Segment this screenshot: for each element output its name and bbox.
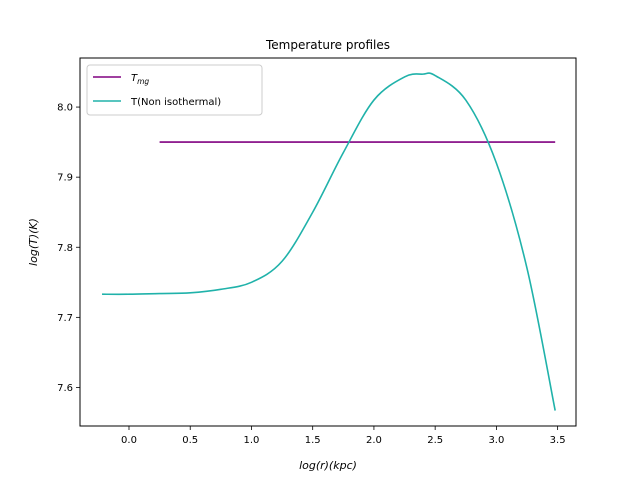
plot-frame (79, 57, 577, 427)
x-axis-label: log(r)(kpc) (299, 459, 357, 472)
legend-entry-non-isothermal: T(Non isothermal) (130, 97, 221, 108)
y-axis-ticks: 7.6 7.7 7.8 7.9 8.0 (57, 103, 80, 394)
legend: Tmg T(Non isothermal) (86, 64, 263, 116)
x-tick-label: 3.0 (488, 435, 504, 446)
series-line-non-isothermal (102, 72, 556, 411)
y-tick-label: 7.7 (57, 313, 73, 324)
x-tick-label: 1.0 (244, 435, 260, 446)
plot-area (79, 57, 577, 427)
x-axis-ticks: 0.0 0.5 1.0 1.5 2.0 2.5 3.0 3.5 (121, 426, 566, 446)
y-tick-label: 7.6 (57, 383, 73, 394)
y-axis-label: log(T)(K) (27, 218, 40, 266)
legend-entry-t-mg: Tmg (131, 73, 149, 86)
y-tick-label: 7.9 (57, 173, 73, 184)
x-tick-label: 2.5 (427, 435, 443, 446)
x-tick-label: 2.0 (366, 435, 382, 446)
x-tick-label: 3.5 (550, 435, 566, 446)
series-layer (102, 72, 556, 411)
legend-box (86, 64, 263, 116)
x-tick-label: 1.5 (305, 435, 321, 446)
x-tick-label: 0.5 (182, 435, 198, 446)
x-tick-label: 0.0 (121, 435, 137, 446)
y-tick-label: 7.8 (57, 243, 73, 254)
y-tick-label: 8.0 (57, 103, 73, 114)
chart-title: Temperature profiles (265, 38, 390, 52)
